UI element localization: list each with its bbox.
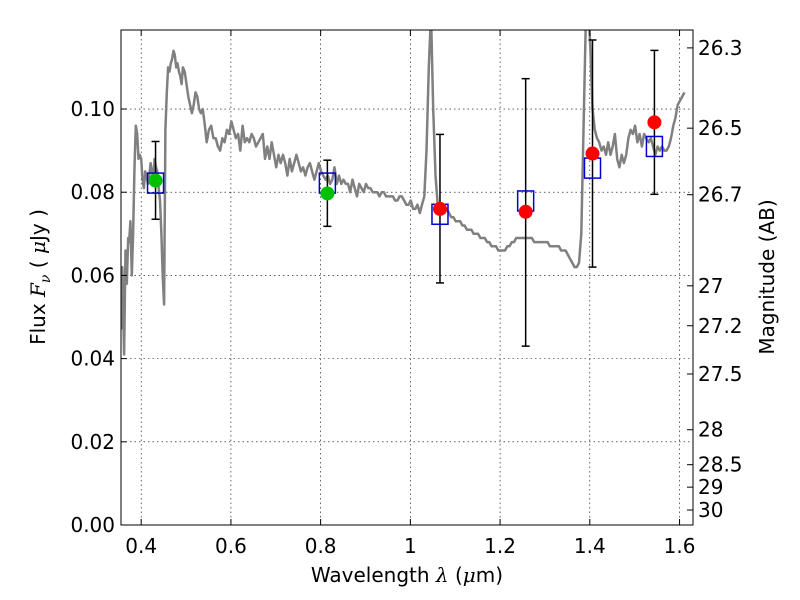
y-axis-label: Flux Fν ( μJy ) [26, 209, 54, 345]
magnitude-tick-label: 30 [698, 498, 723, 522]
sed-model-line [121, 30, 686, 356]
magnitude-tick-label: 26.7 [698, 183, 743, 207]
x-tick-label: 0.4 [125, 534, 157, 558]
x-tick-label: 1.6 [664, 534, 696, 558]
observed-flux-point [585, 146, 600, 161]
y-tick-label: 0.06 [70, 263, 115, 287]
right-axis-label: Magnitude (AB) [755, 199, 779, 354]
observed-flux-point [148, 173, 163, 188]
magnitude-tick-label: 28.5 [698, 453, 743, 477]
x-axis-ticks: 0.4 0.6 0.8 1 1.2 1.4 1.6 [125, 30, 695, 558]
magnitude-tick-label: 27.2 [698, 314, 743, 338]
model-flux-boxes [146, 135, 664, 226]
x-tick-label: 0.8 [305, 534, 337, 558]
x-tick-label: 1 [404, 534, 417, 558]
magnitude-tick-label: 27.5 [698, 362, 743, 386]
x-tick-label: 0.6 [215, 534, 247, 558]
plot-frame [120, 29, 694, 526]
y-axis-ticks: 0.00 0.02 0.04 0.06 0.08 0.10 [70, 97, 127, 537]
magnitude-tick-label: 27 [698, 274, 723, 298]
x-tick-label: 1.2 [484, 534, 516, 558]
magnitude-tick-label: 26.5 [698, 116, 743, 140]
magnitude-tick-label: 26.3 [698, 36, 743, 60]
x-tick-label: 1.4 [574, 534, 606, 558]
observed-flux-point [518, 204, 533, 219]
y-tick-label: 0.10 [70, 97, 115, 121]
observed-flux-point [320, 186, 335, 201]
model-flux-box [146, 172, 165, 194]
y-tick-label: 0.08 [70, 180, 115, 204]
magnitude-tick-label: 28 [698, 418, 723, 442]
observed-flux-point [432, 201, 447, 216]
sed-model-curve [121, 30, 686, 356]
y-tick-label: 0.04 [70, 347, 115, 371]
x-axis-label: Wavelength λ (μm) [311, 563, 503, 587]
grid-lines [121, 30, 693, 526]
observed-flux-point [647, 115, 662, 130]
observed-flux-points [148, 115, 662, 219]
magnitude-tick-label: 29 [698, 475, 723, 499]
model-flux-box [645, 135, 664, 158]
y-tick-label: 0.02 [70, 430, 115, 454]
y-tick-label: 0.00 [70, 513, 115, 537]
